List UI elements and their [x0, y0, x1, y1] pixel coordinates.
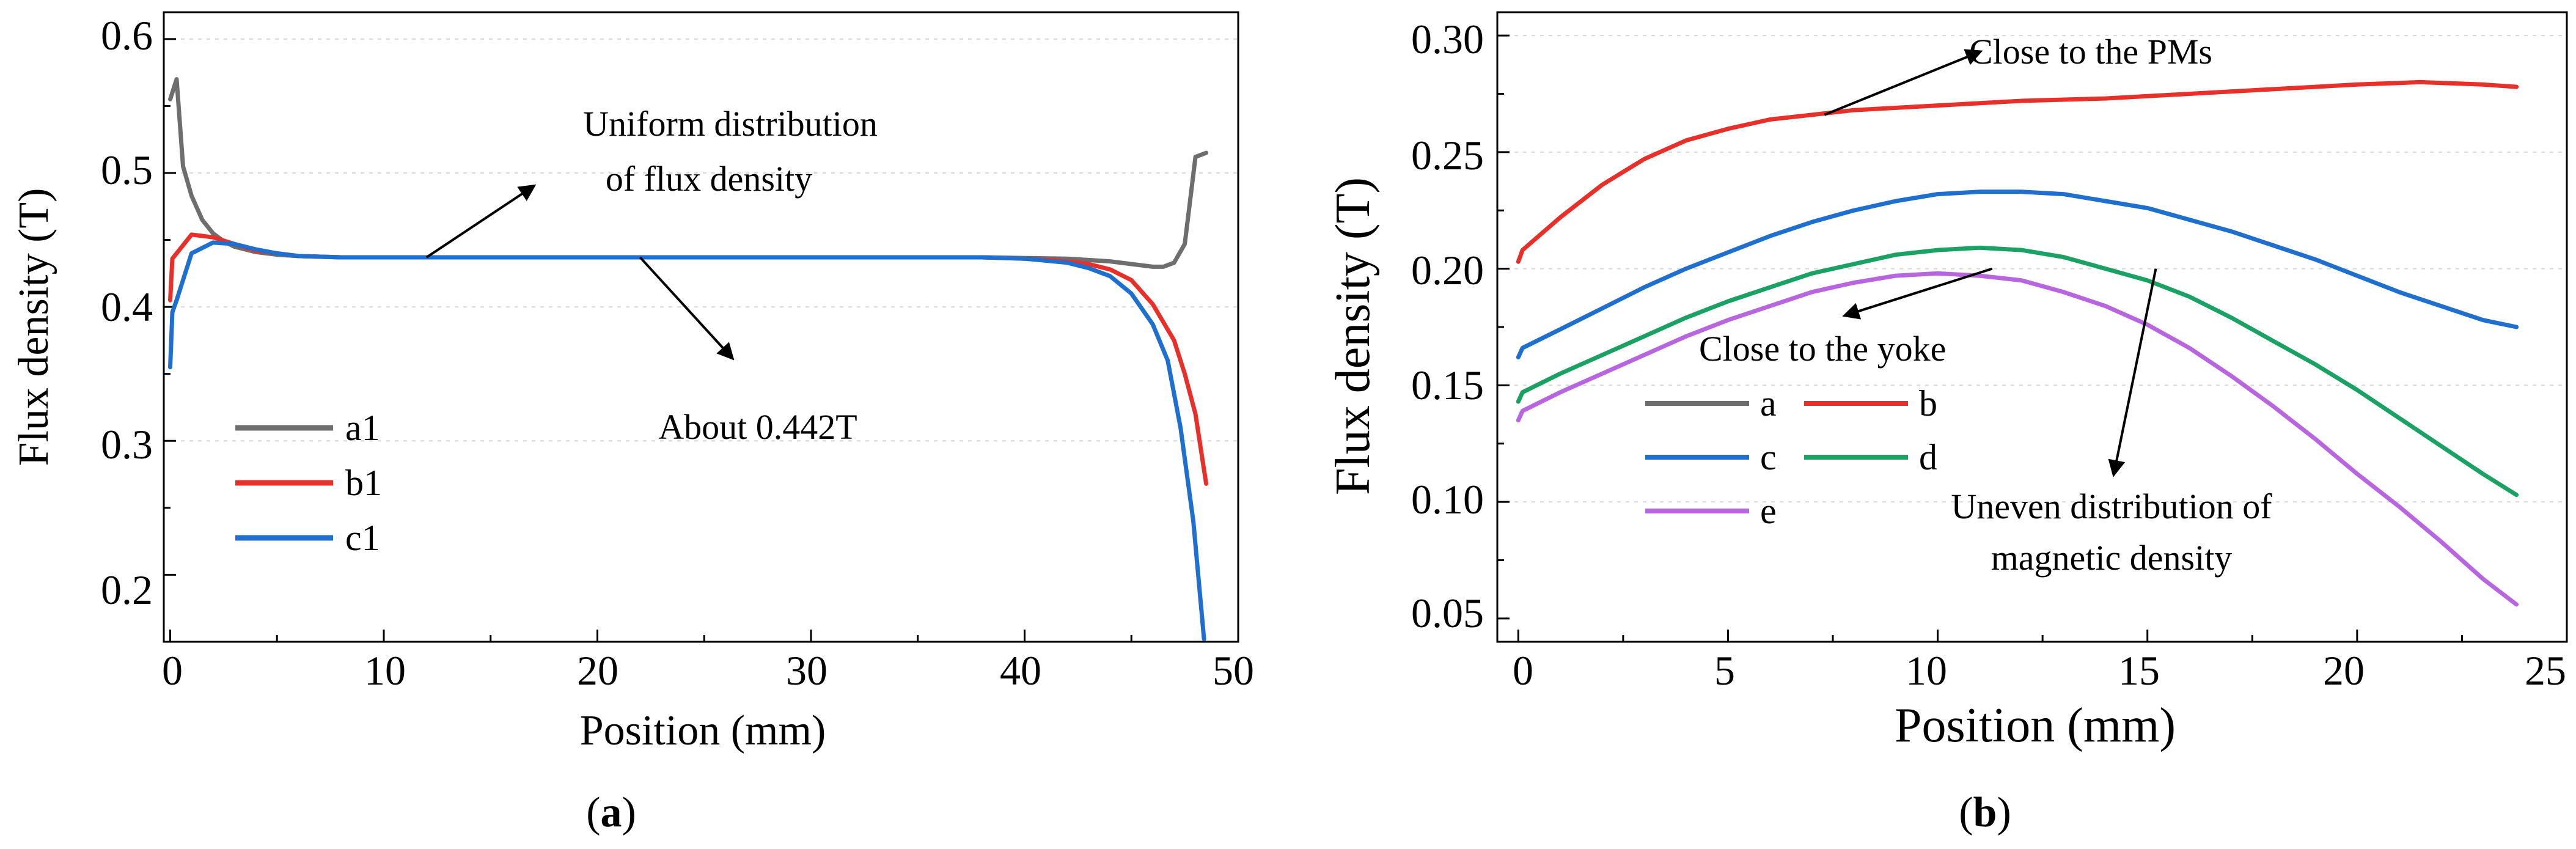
- b-x-tick-label: 20: [2323, 647, 2365, 694]
- series-line-c: [1516, 189, 2519, 360]
- a-y-tick-label: 0.3: [101, 421, 153, 468]
- annotation-arrow: [425, 184, 537, 259]
- panel-a: 0.2 0.3 0.4 0.5 0.6 0 10 20 30 40 50 Pos…: [10, 11, 1254, 836]
- b-y-tick-label: 0.15: [1411, 362, 1484, 408]
- b-y-tick-label: 0.10: [1411, 476, 1484, 523]
- legend-label-b1: b1: [345, 463, 382, 503]
- panel-a-arrows: [425, 184, 735, 361]
- a-x-tick-label: 20: [577, 647, 618, 694]
- a-y-axis-label: Flux density (T): [10, 188, 57, 466]
- legend-label-e: e: [1760, 491, 1777, 531]
- legend-label-a1: a1: [345, 408, 380, 448]
- panel-b-ticks: [1497, 34, 2568, 642]
- legend-label-d: d: [1919, 437, 1937, 477]
- a-x-tick-label: 0: [162, 647, 183, 694]
- a-y-tick-label: 0.4: [101, 284, 153, 330]
- a-y-tick-label: 0.6: [101, 12, 153, 59]
- legend-label-b: b: [1919, 383, 1937, 424]
- panel-a-x-tick-labels: 0 10 20 30 40 50: [162, 647, 1254, 694]
- b-x-tick-label: 15: [2118, 647, 2160, 694]
- a-annotation-about: About 0.442T: [658, 407, 857, 447]
- panel-a-gridlines: [164, 38, 1238, 442]
- a-x-tick-label: 50: [1213, 647, 1254, 694]
- panel-a-ticks: [164, 38, 1239, 642]
- b-y-tick-label: 0.25: [1411, 132, 1484, 178]
- a-annotation-uniform-line1: Uniform distribution: [583, 104, 878, 144]
- a-annotation-uniform-line2: of flux density: [606, 159, 812, 199]
- b-annotation-yoke: Close to the yoke: [1699, 329, 1946, 369]
- caption-a: (a): [586, 789, 636, 836]
- panel-b-y-tick-labels: 0.05 0.10 0.15 0.20 0.25 0.30: [1411, 16, 1484, 636]
- panel-a-legend: a1 b1 c1: [235, 408, 382, 558]
- a-x-tick-label: 10: [364, 647, 406, 694]
- b-x-tick-label: 5: [1714, 647, 1735, 694]
- legend-label-c1: c1: [345, 518, 380, 558]
- panel-b-series: [1516, 79, 2519, 607]
- series-line-c1: [168, 240, 1206, 642]
- b-x-axis-label: Position (mm): [1895, 699, 2176, 752]
- legend-label-a: a: [1760, 383, 1777, 424]
- panel-b-x-tick-labels: 0 5 10 15 20 25: [1513, 647, 2566, 694]
- panel-a-series: [168, 77, 1209, 642]
- panel-b: 0.05 0.10 0.15 0.20 0.25 0.30 0 5 10 15 …: [1326, 11, 2568, 836]
- a-x-axis-label: Position (mm): [580, 707, 826, 754]
- series-line-d: [1516, 245, 2519, 498]
- panel-b-legend: a b c d e: [1645, 383, 1937, 531]
- a-y-tick-label: 0.2: [101, 567, 153, 613]
- b-x-tick-label: 25: [2525, 647, 2566, 694]
- a-y-tick-label: 0.5: [101, 147, 153, 193]
- annotation-arrow: [1842, 267, 1993, 320]
- b-annotation-uneven-line1: Uneven distribution of: [1951, 487, 2272, 526]
- panel-a-frame: [163, 11, 1239, 643]
- series-line-b: [1516, 79, 2519, 264]
- b-x-tick-label: 0: [1513, 647, 1533, 694]
- annotation-arrow: [1824, 49, 1983, 116]
- b-y-axis-label: Flux density (T): [1326, 177, 1380, 495]
- b-y-tick-label: 0.20: [1411, 247, 1484, 293]
- b-x-tick-label: 10: [1906, 647, 1947, 694]
- b-y-tick-label: 0.30: [1411, 16, 1484, 62]
- b-y-tick-label: 0.05: [1411, 590, 1484, 636]
- panel-a-y-tick-labels: 0.2 0.3 0.4 0.5 0.6: [101, 12, 153, 613]
- panel-b-arrows: [1824, 49, 2157, 477]
- a-x-tick-label: 40: [1000, 647, 1041, 694]
- annotation-arrow: [639, 256, 735, 361]
- annotation-arrow: [2108, 268, 2157, 477]
- series-line-e: [1516, 271, 2519, 607]
- legend-label-c: c: [1760, 437, 1777, 477]
- caption-b: (b): [1959, 789, 2011, 836]
- panel-b-gridlines: [1497, 35, 2567, 503]
- b-annotation-uneven-line2: magnetic density: [1991, 538, 2233, 578]
- a-x-tick-label: 30: [786, 647, 827, 694]
- b-annotation-pms: Close to the PMs: [1969, 32, 2212, 72]
